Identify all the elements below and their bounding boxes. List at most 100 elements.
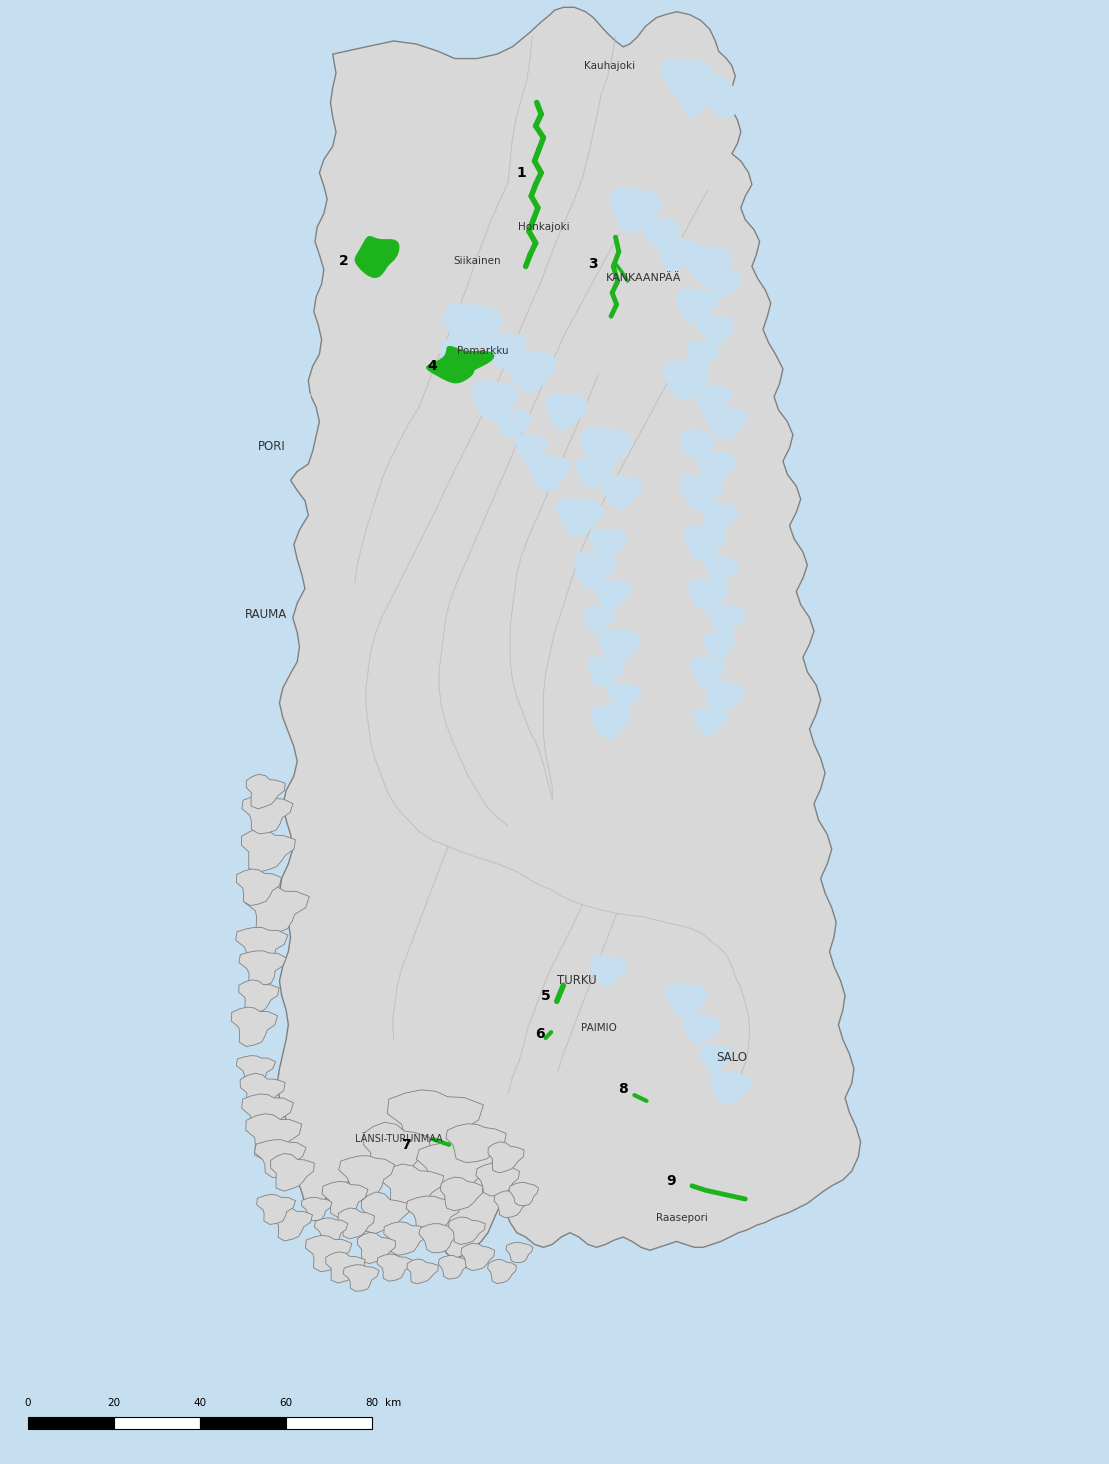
- Polygon shape: [663, 360, 710, 400]
- Text: 6: 6: [536, 1026, 545, 1041]
- Text: 60: 60: [279, 1398, 292, 1408]
- Polygon shape: [505, 350, 557, 392]
- Polygon shape: [515, 433, 548, 461]
- Polygon shape: [306, 1236, 352, 1272]
- Text: RAUMA: RAUMA: [245, 609, 287, 621]
- Polygon shape: [642, 218, 680, 247]
- Polygon shape: [589, 529, 627, 558]
- Polygon shape: [576, 457, 613, 488]
- Polygon shape: [689, 578, 729, 612]
- Polygon shape: [406, 1196, 461, 1231]
- Polygon shape: [705, 85, 749, 119]
- Polygon shape: [338, 1155, 395, 1196]
- Polygon shape: [583, 605, 615, 632]
- Polygon shape: [696, 451, 736, 485]
- Polygon shape: [357, 1233, 396, 1263]
- Polygon shape: [302, 1198, 332, 1221]
- Polygon shape: [246, 1114, 302, 1159]
- Text: km: km: [385, 1398, 401, 1408]
- Polygon shape: [277, 7, 861, 1259]
- Polygon shape: [197, 384, 311, 468]
- Polygon shape: [242, 829, 295, 873]
- Text: 1: 1: [517, 165, 526, 180]
- Text: Kauhajoki: Kauhajoki: [584, 61, 635, 70]
- Polygon shape: [679, 474, 724, 511]
- Polygon shape: [590, 706, 630, 739]
- Polygon shape: [238, 979, 279, 1015]
- Polygon shape: [705, 679, 744, 713]
- Polygon shape: [461, 1243, 495, 1271]
- Polygon shape: [444, 303, 502, 351]
- Text: KANKAANPÄÄ: KANKAANPÄÄ: [606, 274, 681, 283]
- Polygon shape: [529, 455, 571, 492]
- Text: 40: 40: [193, 1398, 206, 1408]
- Polygon shape: [236, 1056, 276, 1085]
- Polygon shape: [476, 1164, 520, 1196]
- Text: Raasepori: Raasepori: [657, 1214, 708, 1222]
- Text: 8: 8: [619, 1082, 628, 1097]
- Polygon shape: [660, 59, 712, 98]
- Text: LÄNSI-TURUNMAA: LÄNSI-TURUNMAA: [355, 1135, 444, 1143]
- Polygon shape: [232, 1007, 277, 1047]
- Polygon shape: [238, 950, 286, 985]
- Text: TURKU: TURKU: [557, 975, 597, 987]
- Polygon shape: [245, 886, 309, 934]
- Polygon shape: [694, 385, 732, 414]
- Polygon shape: [704, 555, 740, 583]
- Polygon shape: [343, 1265, 379, 1291]
- Text: 80: 80: [365, 1398, 378, 1408]
- Text: Siikainen: Siikainen: [454, 256, 500, 265]
- Text: 0: 0: [24, 1398, 31, 1408]
- Polygon shape: [709, 605, 746, 634]
- Polygon shape: [488, 1142, 523, 1173]
- Polygon shape: [241, 1073, 285, 1111]
- Polygon shape: [580, 427, 631, 470]
- Polygon shape: [236, 927, 288, 966]
- Polygon shape: [205, 641, 277, 688]
- Polygon shape: [594, 580, 632, 609]
- Polygon shape: [362, 1192, 409, 1234]
- Polygon shape: [242, 1094, 294, 1136]
- Text: Pomarkku: Pomarkku: [457, 347, 508, 356]
- Polygon shape: [546, 394, 588, 430]
- Polygon shape: [322, 1181, 368, 1217]
- Polygon shape: [419, 1224, 458, 1253]
- Polygon shape: [681, 429, 715, 457]
- Text: PAIMIO: PAIMIO: [581, 1023, 617, 1032]
- Polygon shape: [246, 774, 285, 808]
- Text: 3: 3: [589, 256, 598, 271]
- Polygon shape: [658, 234, 699, 271]
- Polygon shape: [440, 1177, 482, 1211]
- Polygon shape: [438, 1256, 468, 1280]
- Polygon shape: [701, 501, 739, 531]
- Polygon shape: [242, 795, 293, 834]
- Text: 5: 5: [541, 988, 550, 1003]
- Polygon shape: [665, 984, 708, 1017]
- Polygon shape: [706, 266, 742, 297]
- Polygon shape: [326, 1252, 365, 1282]
- Polygon shape: [205, 539, 279, 586]
- Polygon shape: [355, 237, 399, 277]
- Polygon shape: [236, 870, 282, 906]
- Polygon shape: [684, 246, 732, 285]
- Polygon shape: [271, 1154, 314, 1192]
- Polygon shape: [495, 1190, 528, 1218]
- Polygon shape: [685, 341, 719, 369]
- Polygon shape: [495, 408, 532, 438]
- Text: Honkajoki: Honkajoki: [518, 223, 569, 231]
- Text: SALO: SALO: [716, 1051, 747, 1063]
- Polygon shape: [706, 407, 749, 441]
- Text: 2: 2: [339, 253, 348, 268]
- Polygon shape: [488, 1259, 517, 1284]
- Polygon shape: [338, 1208, 375, 1239]
- Polygon shape: [590, 956, 628, 985]
- Polygon shape: [416, 1142, 495, 1189]
- Polygon shape: [506, 1243, 533, 1263]
- Polygon shape: [387, 1089, 484, 1157]
- Bar: [200, 1417, 286, 1429]
- Text: 20: 20: [108, 1398, 120, 1408]
- Polygon shape: [587, 656, 624, 687]
- Polygon shape: [601, 476, 643, 509]
- Bar: [28, 1417, 114, 1429]
- Polygon shape: [315, 1218, 348, 1244]
